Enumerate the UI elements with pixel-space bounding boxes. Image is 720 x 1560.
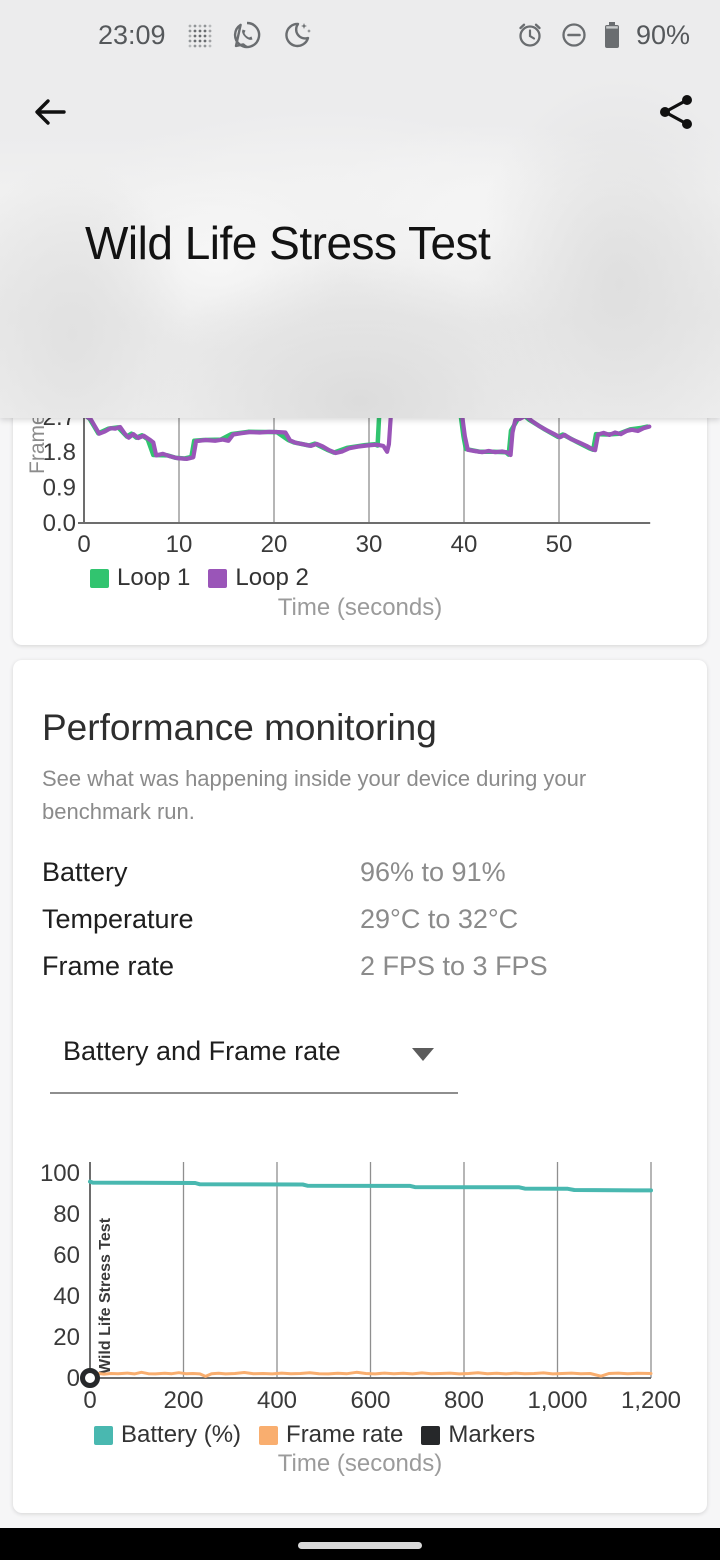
- svg-text:100: 100: [40, 1160, 80, 1187]
- legend-label: Markers: [448, 1421, 536, 1448]
- monitor-chart-xlabel: Time (seconds): [277, 1450, 443, 1477]
- legend-item: Frame rate: [259, 1421, 403, 1449]
- battery-icon: [604, 21, 620, 49]
- svg-text:20: 20: [261, 531, 288, 558]
- chevron-down-icon: [412, 1048, 434, 1061]
- status-bar: 23:09: [0, 0, 720, 70]
- legend-label: Loop 2: [235, 564, 309, 591]
- svg-text:0.9: 0.9: [43, 475, 76, 502]
- header-hero: 23:09: [0, 0, 720, 418]
- performance-monitoring-card: [13, 660, 707, 1513]
- svg-text:1.8: 1.8: [43, 439, 76, 466]
- battery-label: Battery: [42, 857, 128, 887]
- legend-swatch: [94, 1425, 113, 1445]
- clock-time: 23:09: [98, 19, 166, 50]
- do-not-disturb-icon: [560, 21, 588, 49]
- svg-text:40: 40: [451, 531, 478, 558]
- svg-text:30: 30: [356, 531, 383, 558]
- svg-text:1,200: 1,200: [621, 1387, 681, 1414]
- temperature-value: 29°C to 32°C: [360, 904, 519, 934]
- monitor-chart-ylabel: Wild Life Stress Test: [97, 1217, 114, 1374]
- dropdown-selected-value: Battery and Frame rate: [63, 1036, 341, 1066]
- battery-value: 96% to 91%: [360, 857, 506, 887]
- svg-text:800: 800: [444, 1387, 484, 1414]
- alarm-clock-icon: [516, 21, 544, 49]
- svg-text:1,000: 1,000: [527, 1387, 587, 1414]
- system-navigation-bar: [0, 1528, 720, 1560]
- svg-text:600: 600: [350, 1387, 390, 1414]
- svg-text:80: 80: [53, 1201, 80, 1228]
- battery-percent-text: 90%: [635, 19, 690, 50]
- legend-item: Loop 1: [90, 564, 190, 592]
- battery-frame-rate-chart: 0 20 40 60 80 100 0 200 400 600 800 1,000 1,200 Wild …: [40, 1160, 681, 1414]
- performance-description: See what was happening inside your devic…: [42, 766, 587, 824]
- stat-row-battery: Battery 96% to 91%: [42, 857, 682, 893]
- legend-swatch: [90, 568, 109, 588]
- legend-label: Frame rate: [286, 1421, 404, 1448]
- dotted-grid-icon: [186, 22, 212, 48]
- stat-row-temperature: Temperature 29°C to 32°C: [42, 904, 682, 940]
- loops-chart-legend: Loop 1 Loop 2: [90, 564, 309, 592]
- svg-text:10: 10: [166, 531, 193, 558]
- svg-text:60: 60: [53, 1242, 80, 1269]
- frame-rate-label: Frame rate: [42, 951, 175, 981]
- legend-label: Loop 1: [117, 564, 191, 591]
- whatsapp-icon: [232, 20, 262, 50]
- svg-text:40: 40: [53, 1283, 80, 1310]
- legend-item: Battery (%): [94, 1421, 241, 1449]
- legend-swatch: [259, 1425, 279, 1445]
- frame-rate-value: 2 FPS to 3 FPS: [360, 951, 548, 981]
- legend-swatch: [208, 568, 228, 588]
- svg-text:0: 0: [83, 1387, 96, 1414]
- performance-title: Performance monitoring: [42, 707, 437, 748]
- svg-text:0.0: 0.0: [43, 510, 76, 537]
- temperature-label: Temperature: [42, 904, 194, 934]
- legend-item: Loop 2: [208, 564, 309, 592]
- page-title: Wild Life Stress Test: [85, 217, 491, 269]
- loops-chart-xlabel: Time (seconds): [277, 594, 443, 621]
- svg-text:0: 0: [77, 531, 90, 558]
- legend-swatch: [421, 1425, 441, 1445]
- share-button[interactable]: [656, 92, 696, 132]
- bedtime-moon-icon: [282, 20, 312, 50]
- svg-text:50: 50: [546, 531, 573, 558]
- svg-text:20: 20: [53, 1324, 80, 1351]
- monitor-chart-legend: Battery (%) Frame rate Markers: [94, 1421, 535, 1449]
- legend-label: Battery (%): [121, 1421, 242, 1448]
- svg-text:400: 400: [257, 1387, 297, 1414]
- back-button[interactable]: [30, 92, 70, 132]
- svg-text:200: 200: [163, 1387, 203, 1414]
- chart-selector-dropdown[interactable]: Battery and Frame rate: [50, 1030, 458, 1094]
- gesture-handle[interactable]: [298, 1542, 422, 1549]
- legend-item: Markers: [421, 1421, 535, 1449]
- stat-row-frame-rate: Frame rate 2 FPS to 3 FPS: [42, 951, 682, 987]
- svg-text:0: 0: [67, 1365, 80, 1392]
